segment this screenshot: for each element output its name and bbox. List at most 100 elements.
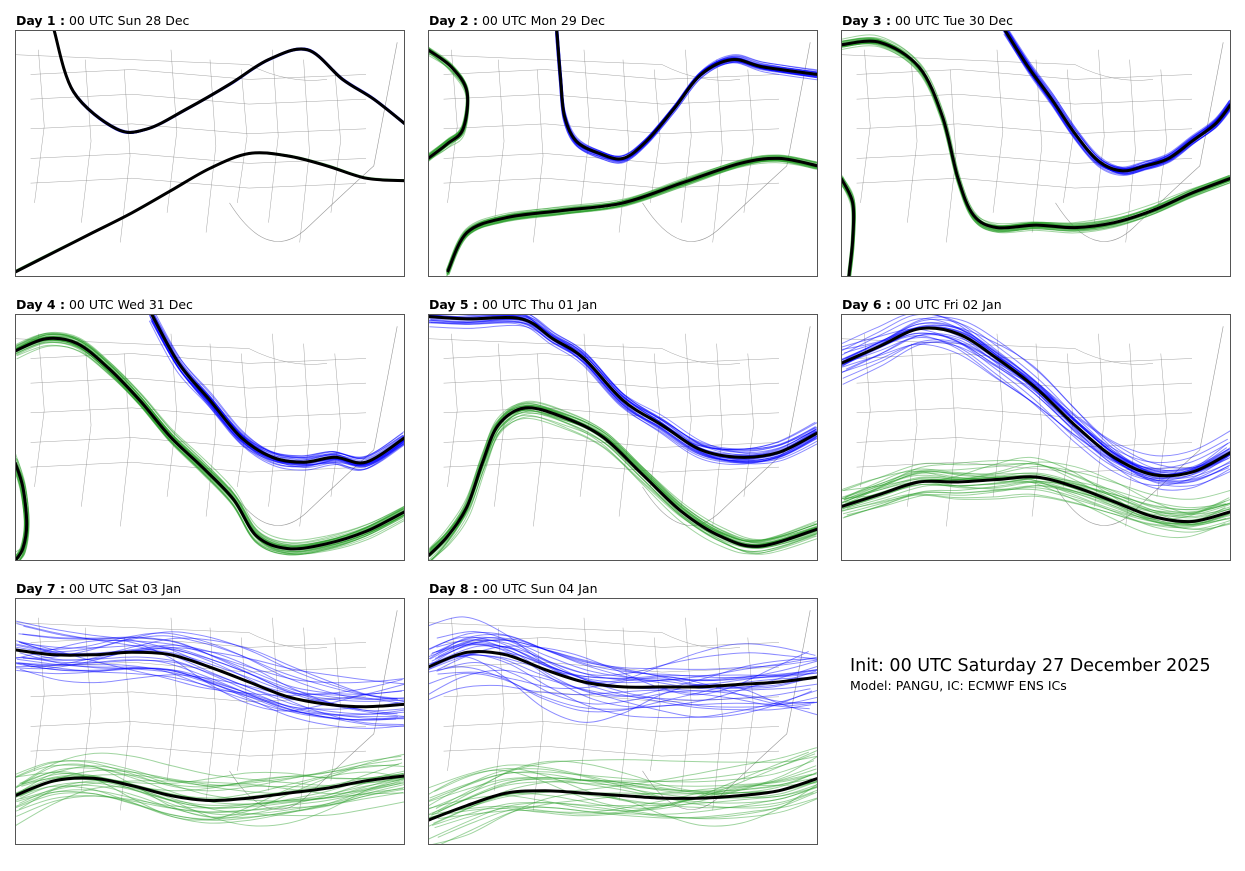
map-frame [15,30,405,277]
north-contour-member-line [428,321,817,464]
south-contour-member-line [15,332,404,547]
state-border [856,353,1193,364]
south-contour-member-line [429,409,817,561]
state-border [743,69,754,213]
state-border [205,627,217,801]
state-border [1125,59,1136,243]
north-contour-member-line [54,30,405,134]
map-boundaries [428,326,811,527]
north-contour-member-line [151,314,404,463]
state-border [34,617,45,771]
north-contour-member-line [1006,30,1231,171]
north-contour-member-line [1005,33,1231,173]
south-contour-member-line [17,335,405,555]
state-border [1063,69,1074,203]
south-contour-mean-line [841,39,1231,230]
state-border [907,343,918,507]
north-contour-mean-line [1003,30,1231,173]
north-contour-member-line [841,335,1230,482]
state-border [30,461,367,473]
valid-time: 00 UTC Mon 29 Dec [481,13,605,28]
south-contour-member-line [15,333,405,541]
valid-time: 00 UTC Wed 31 Dec [68,297,193,312]
coastline [1055,42,1224,242]
state-border [443,721,780,732]
state-border [1031,343,1043,517]
state-border [30,691,367,702]
north-contour-member-line [15,659,397,721]
panel-title-7: Day 7 : 00 UTC Sat 03 Jan [16,582,181,596]
south-contour-member-line [428,773,813,816]
south-contour-member-line [15,152,405,273]
north-contour-member-line [1007,30,1231,171]
state-border [856,177,1193,189]
state-border [712,627,723,811]
south-contour-member-line [15,333,405,548]
south-contour-member-line [15,339,405,555]
map-frame [841,314,1231,561]
south-contour-member-line [15,765,402,802]
state-border [330,637,341,781]
south-contour-member-line [428,753,816,803]
state-border [743,353,754,497]
map-panel-day-1 [15,30,405,277]
south-contour-member-line [15,333,405,546]
north-contour-member-line [428,314,816,458]
state-border [120,637,131,811]
south-contour-member-line [845,471,1231,530]
north-contour-member-line [155,314,405,460]
state-border [650,637,661,771]
map-boundaries [15,42,398,243]
state-border [299,627,310,811]
day-label: Day 4 : [16,297,65,312]
south-contour-member-line [430,408,818,561]
north-contour-member-line [428,316,817,459]
north-contour-member-line [15,635,399,700]
north-contour-member-line [1005,33,1231,174]
valid-time: 00 UTC Thu 01 Jan [481,297,598,312]
state-border [166,333,178,497]
valid-time: 00 UTC Sat 03 Jan [68,581,182,596]
state-border [650,353,661,487]
south-contour-member-line [429,410,818,553]
south-contour-member-line [446,155,818,271]
south-contour-member-line [16,331,405,546]
north-contour-member-line [18,662,405,727]
south-contour-member-line [431,786,818,826]
north-contour-member-line [53,30,405,135]
north-contour-member-line [428,672,815,710]
south-contour-member-line [15,332,405,544]
south-contour-member-line [843,472,1231,515]
north-contour-ensemble [554,30,818,164]
north-contour-member-line [54,30,405,133]
state-border [443,637,780,648]
south-contour-member-line [428,772,817,816]
south-contour-member-line [19,784,405,819]
south-contour-member-line [15,758,403,787]
north-contour-member-line [841,314,1228,480]
country-border [841,338,1154,365]
west-contour-member-line [15,465,26,558]
south-contour-member-line [15,777,405,827]
south-contour-member-line [16,344,405,555]
south-contour-member-line [841,45,1231,232]
south-contour-member-line [428,407,818,555]
south-contour-member-line [841,463,1229,514]
state-border [120,69,131,243]
south-contour-member-line [16,792,405,817]
north-contour-member-line [53,30,405,134]
state-border [443,745,780,757]
panel-title-8: Day 8 : 00 UTC Sun 04 Jan [429,582,598,596]
state-border [166,617,178,781]
valid-time: 00 UTC Tue 30 Dec [894,13,1013,28]
south-contour-member-line [15,788,405,821]
south-contour-member-line [841,493,1227,529]
north-contour-member-line [841,322,1231,474]
north-contour-member-line [53,30,405,133]
south-contour-member-line [15,336,405,556]
north-contour-member-line [151,318,405,471]
south-contour-member-line [429,407,818,550]
south-contour-member-line [448,155,818,270]
north-contour-member-line [841,332,1228,482]
state-border [443,437,780,448]
